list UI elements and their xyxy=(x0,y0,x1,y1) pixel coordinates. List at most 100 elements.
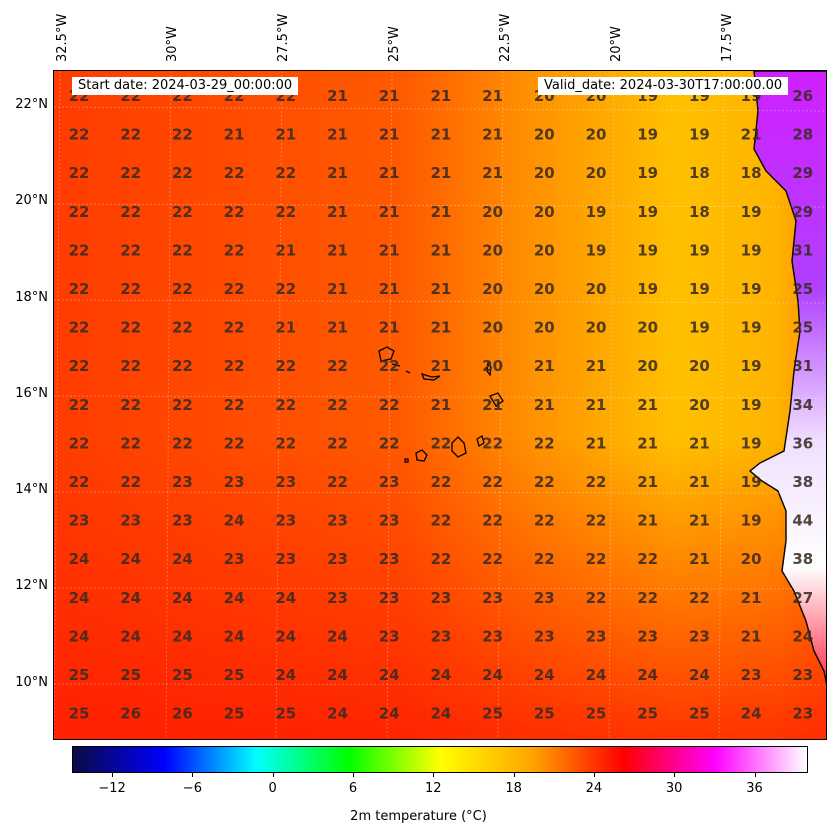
grid-value-r6-c10: 20 xyxy=(586,319,607,337)
grid-value-r5-c3: 22 xyxy=(224,280,245,298)
grid-value-r10-c13: 19 xyxy=(741,473,762,491)
colorbar-tick-mark xyxy=(272,773,274,777)
colorbar-tick-mark xyxy=(112,773,114,777)
grid-value-r8-c13: 19 xyxy=(741,396,762,414)
grid-value-r14-c6: 23 xyxy=(379,627,400,645)
grid-value-r3-c9: 20 xyxy=(534,203,555,221)
grid-value-r7-c12: 20 xyxy=(689,357,710,375)
grid-value-r13-c10: 22 xyxy=(586,589,607,607)
grid-value-r3-c2: 22 xyxy=(172,203,193,221)
grid-value-r9-c0: 22 xyxy=(69,434,90,452)
colorbar xyxy=(72,746,808,773)
grid-value-r6-c11: 20 xyxy=(637,319,658,337)
grid-value-r9-c1: 22 xyxy=(120,434,141,452)
grid-value-r4-c14: 31 xyxy=(792,241,813,259)
grid-value-r6-c4: 21 xyxy=(275,319,296,337)
colorbar-tick-label: −6 xyxy=(182,781,202,796)
lat-label-10n: 10°N xyxy=(15,675,48,690)
lat-label-14n: 14°N xyxy=(15,482,48,497)
grid-value-r15-c7: 24 xyxy=(430,666,451,684)
grid-value-r15-c9: 24 xyxy=(534,666,555,684)
grid-value-r3-c7: 21 xyxy=(430,203,451,221)
grid-value-r7-c0: 22 xyxy=(69,357,90,375)
grid-value-r12-c0: 24 xyxy=(69,550,90,568)
grid-value-r14-c5: 24 xyxy=(327,627,348,645)
grid-value-r11-c1: 23 xyxy=(120,512,141,530)
grid-value-r1-c4: 21 xyxy=(275,126,296,144)
grid-value-r12-c14: 38 xyxy=(792,550,813,568)
grid-value-r8-c1: 22 xyxy=(120,396,141,414)
grid-value-r12-c1: 24 xyxy=(120,550,141,568)
grid-value-r16-c1: 26 xyxy=(120,705,141,723)
grid-value-r5-c5: 21 xyxy=(327,280,348,298)
grid-value-r5-c10: 20 xyxy=(586,280,607,298)
grid-value-r14-c4: 24 xyxy=(275,627,296,645)
colorbar-tick-mark xyxy=(433,773,435,777)
grid-value-r15-c2: 25 xyxy=(172,666,193,684)
grid-value-r11-c13: 19 xyxy=(741,512,762,530)
grid-value-r12-c10: 22 xyxy=(586,550,607,568)
grid-value-r15-c0: 25 xyxy=(69,666,90,684)
grid-value-r5-c12: 19 xyxy=(689,280,710,298)
grid-value-r13-c8: 23 xyxy=(482,589,503,607)
grid-value-r11-c8: 22 xyxy=(482,512,503,530)
grid-value-r13-c1: 24 xyxy=(120,589,141,607)
grid-value-r2-c13: 18 xyxy=(741,164,762,182)
grid-value-r13-c0: 24 xyxy=(69,589,90,607)
grid-value-r6-c0: 22 xyxy=(69,319,90,337)
lat-label-22n: 22°N xyxy=(15,97,48,112)
lat-label-16n: 16°N xyxy=(15,386,48,401)
grid-value-r8-c2: 22 xyxy=(172,396,193,414)
grid-value-r13-c14: 27 xyxy=(792,589,813,607)
grid-value-r6-c1: 22 xyxy=(120,319,141,337)
grid-value-r12-c13: 20 xyxy=(741,550,762,568)
grid-value-r2-c8: 21 xyxy=(482,164,503,182)
grid-value-r10-c6: 23 xyxy=(379,473,400,491)
grid-value-r10-c2: 23 xyxy=(172,473,193,491)
grid-value-r10-c8: 22 xyxy=(482,473,503,491)
colorbar-tick-label: 12 xyxy=(425,781,442,796)
grid-value-r6-c8: 20 xyxy=(482,319,503,337)
grid-value-r14-c10: 23 xyxy=(586,627,607,645)
colorbar-tick-label: 0 xyxy=(268,781,277,796)
grid-value-r8-c12: 20 xyxy=(689,396,710,414)
grid-value-r14-c12: 23 xyxy=(689,627,710,645)
grid-value-r11-c2: 23 xyxy=(172,512,193,530)
grid-value-r5-c0: 22 xyxy=(69,280,90,298)
grid-value-r16-c6: 24 xyxy=(379,705,400,723)
grid-value-r0-c6: 21 xyxy=(379,87,400,105)
grid-value-r3-c4: 22 xyxy=(275,203,296,221)
grid-value-r4-c9: 20 xyxy=(534,241,555,259)
grid-value-r9-c5: 22 xyxy=(327,434,348,452)
grid-value-r7-c7: 21 xyxy=(430,357,451,375)
colorbar-tick-label: −12 xyxy=(98,781,126,796)
grid-value-r15-c3: 25 xyxy=(224,666,245,684)
grid-value-r6-c13: 19 xyxy=(741,319,762,337)
colorbar-tick-mark xyxy=(754,773,756,777)
grid-value-r2-c2: 22 xyxy=(172,164,193,182)
colorbar-tick-mark xyxy=(674,773,676,777)
grid-value-r4-c4: 21 xyxy=(275,241,296,259)
grid-value-r12-c3: 23 xyxy=(224,550,245,568)
grid-value-r7-c13: 19 xyxy=(741,357,762,375)
grid-value-r5-c6: 21 xyxy=(379,280,400,298)
grid-value-r11-c4: 23 xyxy=(275,512,296,530)
grid-value-r5-c13: 19 xyxy=(741,280,762,298)
grid-value-r9-c4: 22 xyxy=(275,434,296,452)
grid-value-r1-c7: 21 xyxy=(430,126,451,144)
grid-value-r16-c0: 25 xyxy=(69,705,90,723)
grid-value-r12-c8: 22 xyxy=(482,550,503,568)
grid-value-r9-c3: 22 xyxy=(224,434,245,452)
grid-value-r15-c6: 24 xyxy=(379,666,400,684)
grid-value-r3-c12: 18 xyxy=(689,203,710,221)
grid-value-r1-c12: 19 xyxy=(689,126,710,144)
grid-value-r14-c9: 23 xyxy=(534,627,555,645)
grid-value-r4-c12: 19 xyxy=(689,241,710,259)
grid-value-r11-c14: 44 xyxy=(792,512,813,530)
grid-value-r4-c0: 22 xyxy=(69,241,90,259)
grid-value-r10-c14: 38 xyxy=(792,473,813,491)
grid-value-r3-c3: 22 xyxy=(224,203,245,221)
grid-value-r5-c1: 22 xyxy=(120,280,141,298)
grid-value-r10-c1: 22 xyxy=(120,473,141,491)
grid-value-r9-c8: 22 xyxy=(482,434,503,452)
